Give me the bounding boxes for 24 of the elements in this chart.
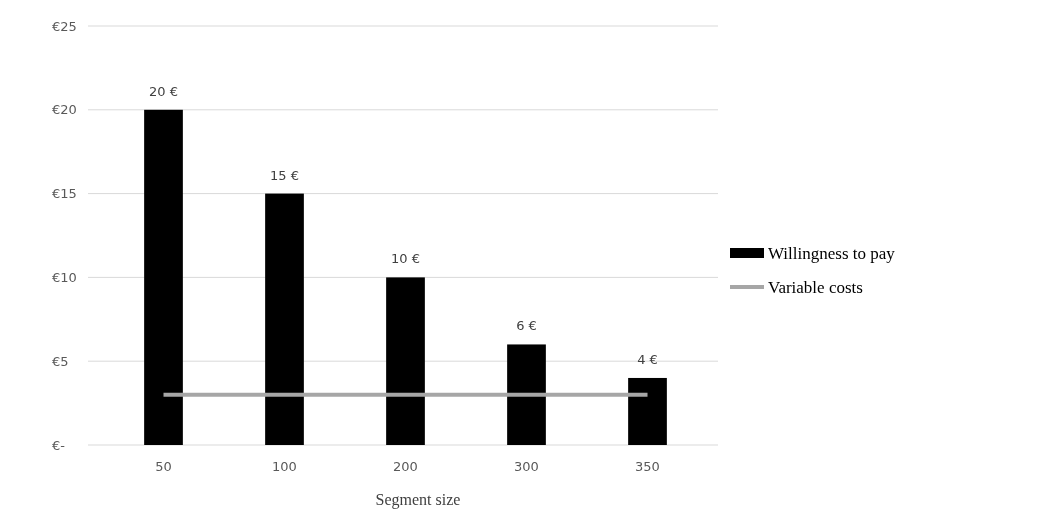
data-label: 10 € <box>391 251 420 267</box>
y-tick-label: €5 <box>52 353 69 369</box>
x-tick-label: 100 <box>272 459 297 474</box>
legend-label: Variable costs <box>768 277 863 297</box>
bar <box>507 344 546 445</box>
data-label: 20 € <box>149 83 178 99</box>
y-tick-label: €10 <box>52 269 77 285</box>
y-tick-label: €20 <box>52 102 77 118</box>
x-tick-label: 300 <box>514 459 539 474</box>
y-tick-label: €15 <box>52 186 77 202</box>
y-tick-label: €- <box>52 437 66 453</box>
bar <box>628 377 667 445</box>
data-label: 4 € <box>637 351 658 367</box>
legend-label: Willingness to pay <box>768 243 896 263</box>
x-tick-label: 350 <box>635 459 660 474</box>
y-tick-label: €25 <box>52 18 77 34</box>
bar <box>386 277 425 445</box>
bar <box>265 193 304 445</box>
x-axis-title: Segment size <box>375 491 461 509</box>
x-tick-label: 50 <box>155 459 172 474</box>
data-label: 6 € <box>516 318 537 334</box>
bar <box>144 109 183 445</box>
data-label: 15 € <box>270 167 299 183</box>
x-tick-label: 200 <box>393 459 418 474</box>
